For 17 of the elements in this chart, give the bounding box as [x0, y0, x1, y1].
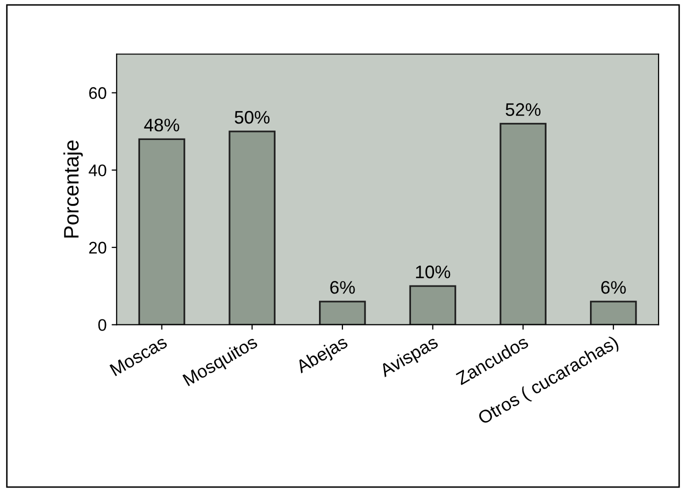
y-tick-label: 40	[88, 164, 106, 176]
bar	[138, 138, 186, 325]
data-label: 48%	[144, 118, 180, 132]
bar	[409, 285, 456, 325]
data-label: 6%	[601, 281, 626, 294]
data-label: 52%	[506, 103, 540, 116]
y-tick-label: 20	[89, 242, 106, 254]
data-label: 6%	[330, 281, 355, 294]
data-label: 50%	[234, 110, 270, 124]
bar	[500, 122, 546, 325]
bar	[228, 130, 276, 325]
bar	[319, 300, 366, 325]
y-axis-title: Porcentaje	[63, 140, 83, 238]
bar	[590, 300, 637, 325]
data-label: 10%	[416, 266, 450, 278]
y-tick-label: 0	[98, 319, 106, 331]
y-tick-label: 60	[89, 87, 106, 99]
